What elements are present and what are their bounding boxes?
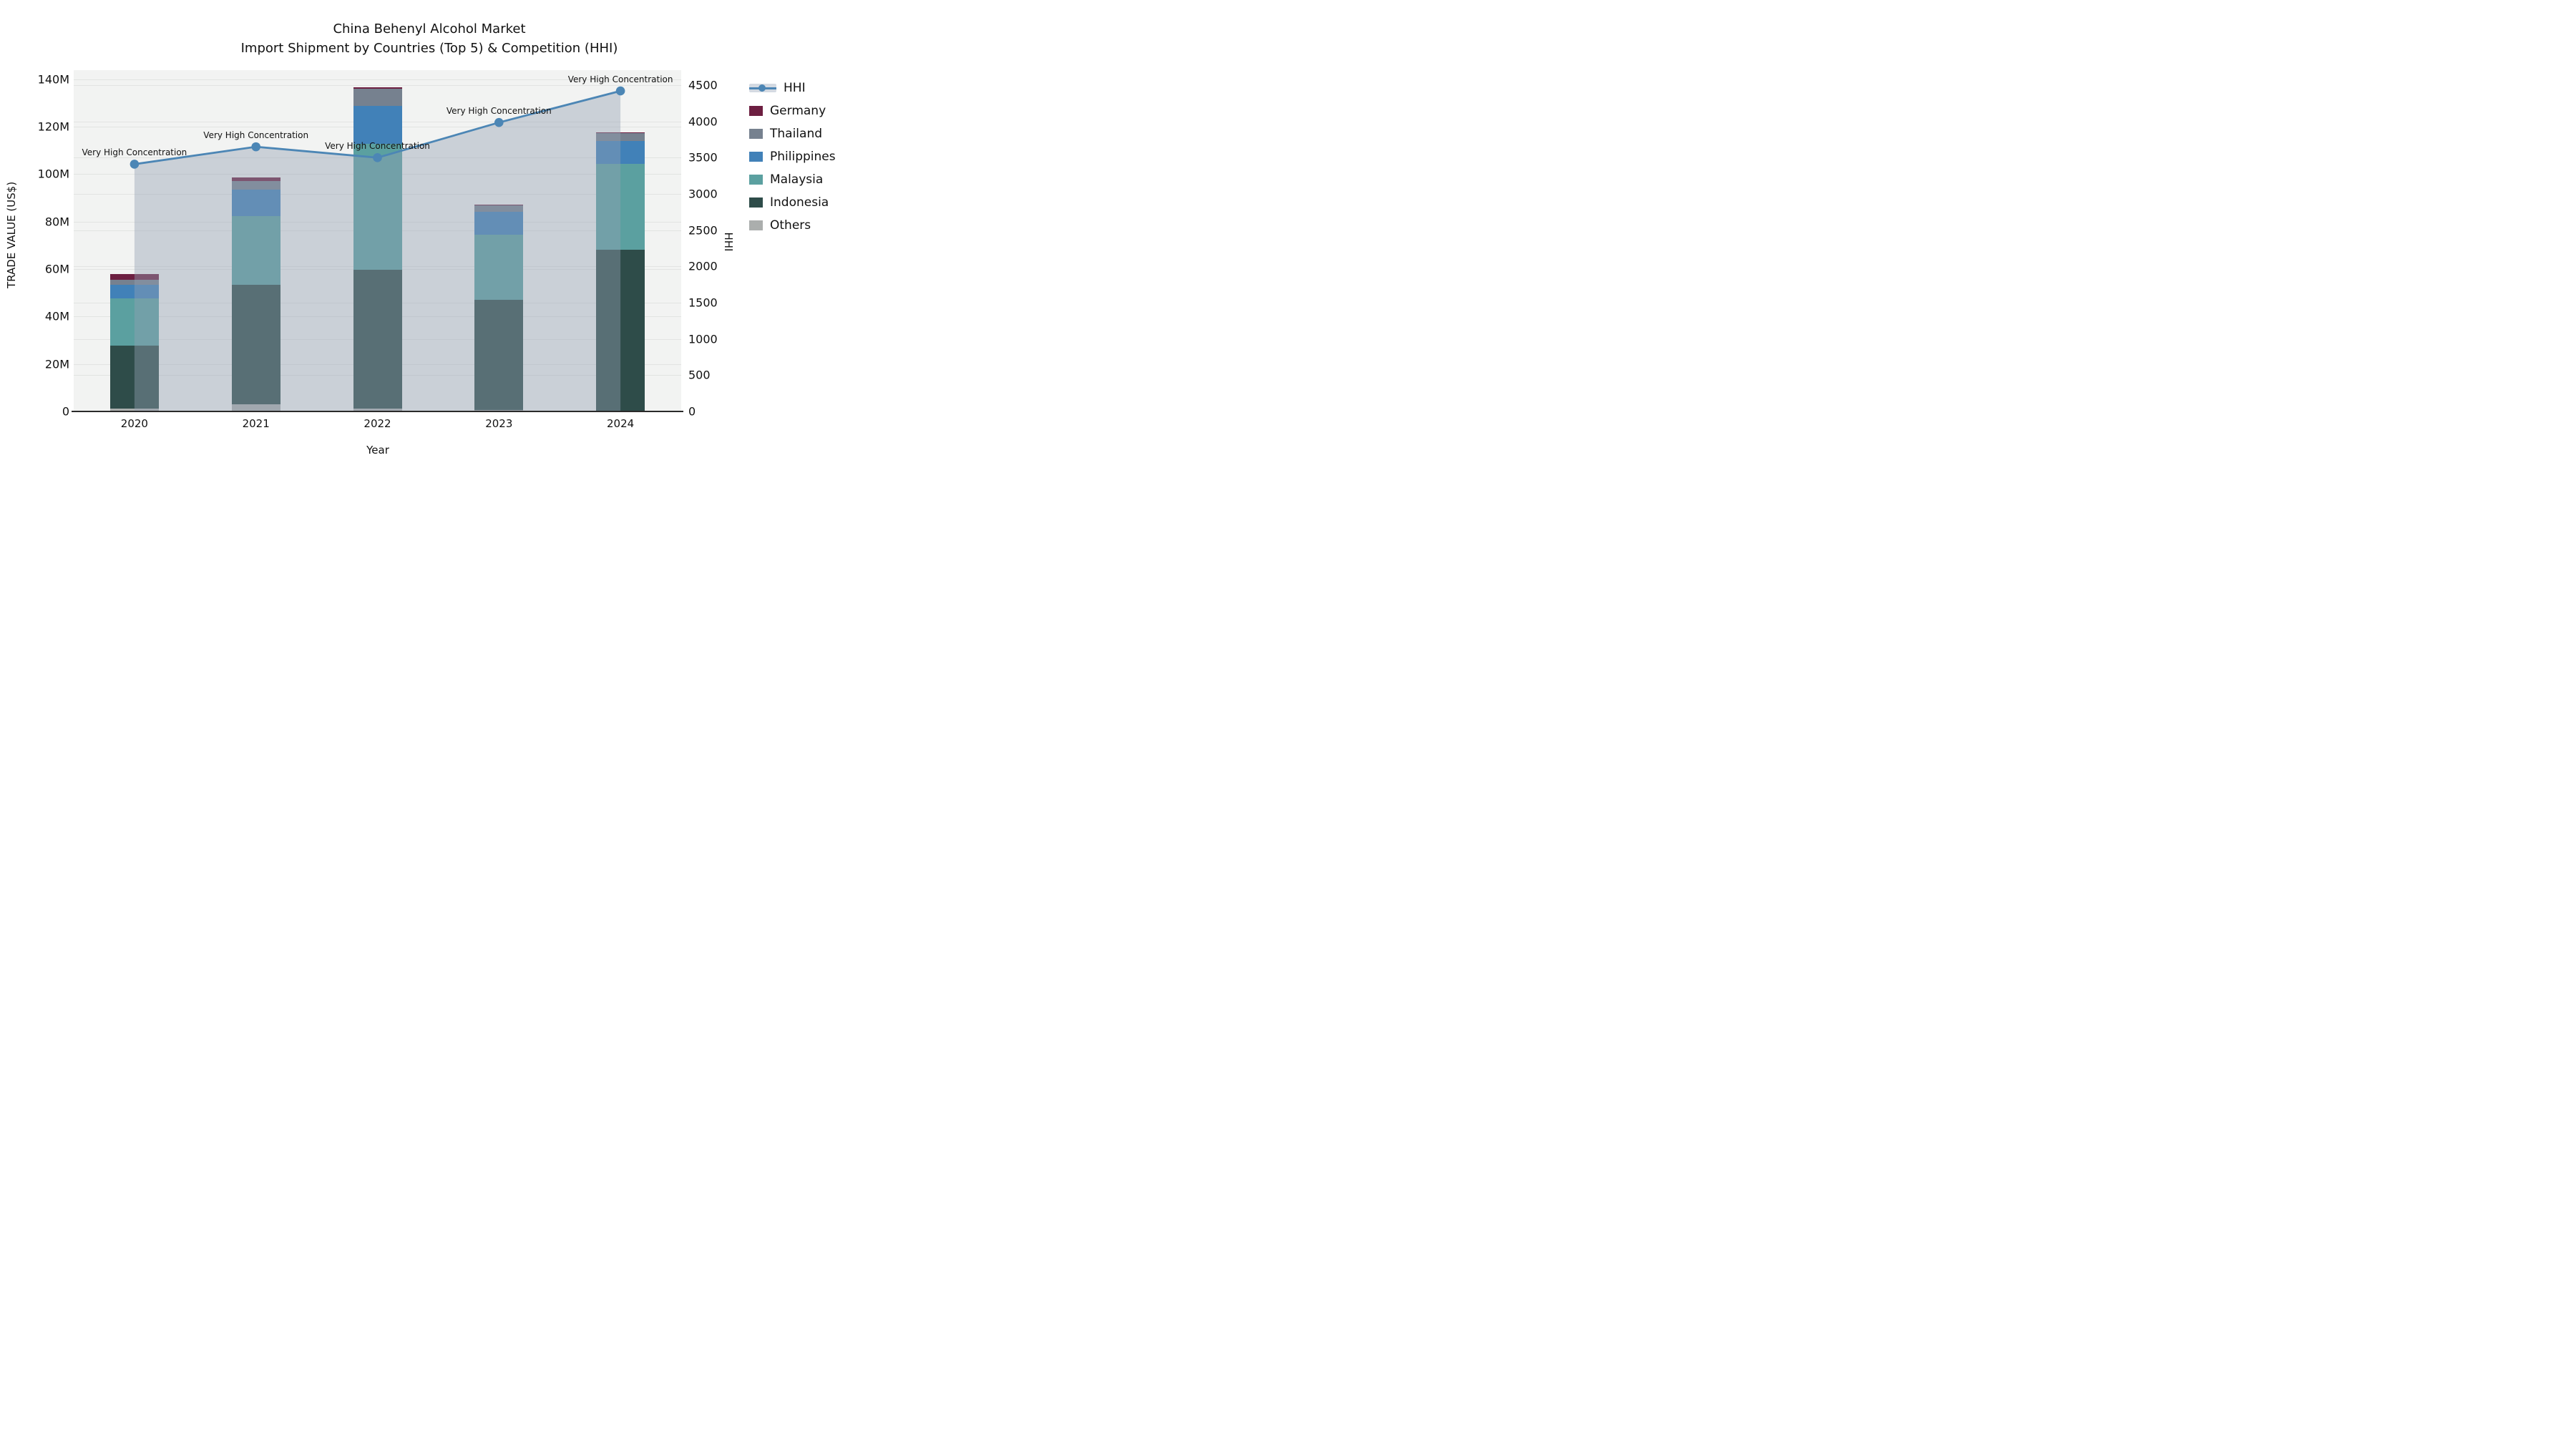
right-tick-1000: 1000 — [688, 332, 718, 346]
left-tick-60M: 60M — [44, 262, 69, 276]
right-tick-2000: 2000 — [688, 259, 718, 273]
bar-segment-thailand-2023 — [474, 205, 524, 213]
legend-item-philippines: Philippines — [749, 147, 836, 165]
right-tick-500: 500 — [688, 368, 711, 382]
legend-label-others: Others — [770, 218, 811, 233]
legend-item-hhi: HHI — [749, 79, 836, 97]
annotation-2020: Very High Concentration — [82, 147, 187, 158]
legend-swatch-others — [749, 220, 763, 230]
x-tick-2024: 2024 — [607, 417, 635, 430]
bar-segment-germany-2021 — [231, 177, 280, 182]
bar-segment-malaysia-2020 — [109, 298, 159, 346]
legend-item-malaysia: Malaysia — [749, 170, 836, 188]
x-tick-2020: 2020 — [120, 417, 148, 430]
bar-segment-malaysia-2024 — [596, 163, 645, 250]
bar-segment-others-2021 — [231, 404, 280, 411]
bar-segment-philippines-2024 — [596, 141, 645, 164]
bar-segment-indonesia-2020 — [109, 346, 159, 409]
legend-label-hhi: HHI — [784, 80, 806, 95]
bar-segment-indonesia-2024 — [596, 249, 645, 411]
x-axis-title: Year — [366, 444, 389, 457]
right-tick-0: 0 — [688, 404, 696, 419]
bar-segment-others-2020 — [109, 408, 159, 411]
chart-figure: China Behenyl Alcohol Market Import Ship… — [0, 0, 859, 483]
bar-segment-thailand-2021 — [231, 181, 280, 190]
right-tick-4500: 4500 — [688, 78, 718, 92]
annotation-2021: Very High Concentration — [203, 130, 309, 141]
legend: HHI Germany Thailand Philippines Malaysia Ind… — [749, 79, 836, 239]
annotation-2023: Very High Concentration — [446, 106, 552, 117]
left-tick-20M: 20M — [44, 357, 69, 371]
bar-segment-germany-2022 — [353, 87, 402, 89]
bar-segment-philippines-2021 — [231, 189, 280, 216]
right-tick-3500: 3500 — [688, 150, 718, 165]
gridline-left-axis — [74, 79, 681, 80]
annotation-2022: Very High Concentration — [325, 141, 430, 152]
legend-item-indonesia: Indonesia — [749, 193, 836, 211]
left-tick-140M: 140M — [37, 72, 69, 87]
bar-segment-indonesia-2021 — [231, 284, 280, 404]
legend-swatch-thailand — [749, 128, 763, 139]
right-tick-3000: 3000 — [688, 187, 718, 201]
left-tick-80M: 80M — [44, 215, 69, 229]
legend-label-indonesia: Indonesia — [770, 195, 829, 210]
legend-label-thailand: Thailand — [770, 126, 823, 141]
chart-title-line1: China Behenyl Alcohol Market — [333, 21, 526, 36]
right-tick-2500: 2500 — [688, 223, 718, 238]
bar-segment-indonesia-2023 — [474, 299, 524, 410]
bar-segment-others-2023 — [474, 410, 524, 411]
bar-segment-philippines-2020 — [109, 284, 159, 298]
legend-swatch-malaysia — [749, 174, 763, 185]
legend-label-germany: Germany — [770, 103, 826, 118]
left-axis-title: TRADE VALUE (US$) — [5, 181, 18, 288]
gridline-right-axis — [74, 84, 681, 86]
chart-title-line2: Import Shipment by Countries (Top 5) & C… — [240, 41, 618, 56]
annotation-2024: Very High Concentration — [567, 74, 673, 85]
bar-segment-others-2022 — [353, 409, 402, 411]
legend-swatch-indonesia — [749, 197, 763, 208]
legend-swatch-philippines — [749, 151, 763, 162]
x-tick-2021: 2021 — [242, 417, 270, 430]
legend-swatch-germany — [749, 105, 763, 116]
bar-segment-philippines-2022 — [353, 106, 402, 145]
bar-segment-thailand-2022 — [353, 88, 402, 107]
bar-segment-thailand-2024 — [596, 132, 645, 142]
x-tick-2023: 2023 — [485, 417, 513, 430]
legend-label-philippines: Philippines — [770, 149, 836, 164]
bar-segment-thailand-2020 — [109, 280, 159, 285]
left-tick-100M: 100M — [37, 167, 69, 181]
bar-segment-malaysia-2022 — [353, 144, 402, 270]
bar-segment-malaysia-2021 — [231, 215, 280, 285]
bar-segment-philippines-2023 — [474, 212, 524, 235]
right-tick-1500: 1500 — [688, 296, 718, 310]
bar-segment-germany-2024 — [596, 132, 645, 133]
legend-item-thailand: Thailand — [749, 125, 836, 142]
legend-item-germany: Germany — [749, 102, 836, 119]
bar-segment-germany-2020 — [109, 274, 159, 280]
left-tick-40M: 40M — [44, 309, 69, 323]
legend-label-malaysia: Malaysia — [770, 172, 824, 187]
x-tick-2022: 2022 — [364, 417, 391, 430]
legend-hhi-line-swatch — [749, 83, 776, 92]
left-tick-120M: 120M — [37, 119, 69, 134]
legend-item-others: Others — [749, 216, 836, 234]
bar-segment-malaysia-2023 — [474, 234, 524, 300]
right-tick-4000: 4000 — [688, 114, 718, 129]
right-axis-title: HHI — [722, 232, 735, 252]
bar-segment-indonesia-2022 — [353, 269, 402, 409]
left-tick-0: 0 — [62, 404, 69, 419]
x-axis-line — [72, 411, 683, 412]
